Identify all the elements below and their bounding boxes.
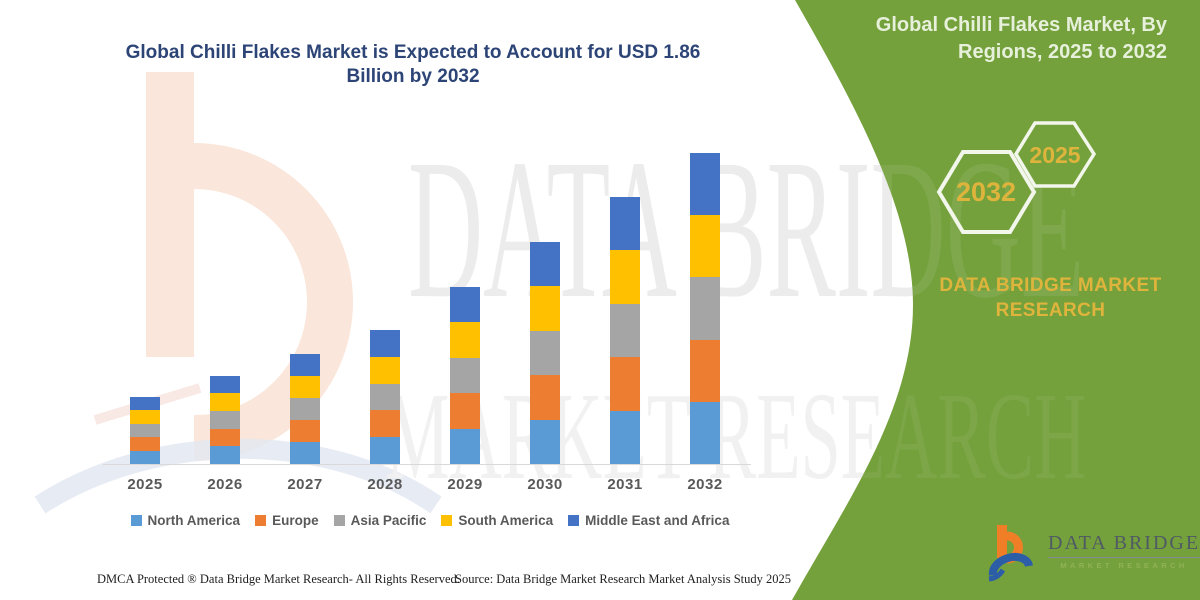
legend-item-north-america: North America <box>130 513 241 528</box>
x-axis-line <box>103 464 751 465</box>
bar-segment-europe <box>370 410 400 438</box>
bar-segment-asia-pacific <box>130 423 160 438</box>
hexagon-2025-label: 2025 <box>1029 142 1080 168</box>
legend-item-asia-pacific: Asia Pacific <box>333 513 427 528</box>
bar-segment-asia-pacific <box>530 330 560 375</box>
bar-segment-north-america <box>450 428 480 464</box>
bar-2028 <box>370 330 400 464</box>
x-axis-label-2027: 2027 <box>287 476 323 493</box>
legend-item-europe: Europe <box>255 513 319 528</box>
bar-segment-asia-pacific <box>290 397 320 420</box>
page-title-line2: Billion by 2032 <box>346 66 480 87</box>
brand-text-line1: DATA BRIDGE MARKET <box>939 275 1162 296</box>
legend-label: South America <box>458 513 554 528</box>
bar-segment-middle-east-and-africa <box>610 196 640 250</box>
bar-segment-asia-pacific <box>210 410 240 429</box>
bar-segment-middle-east-and-africa <box>210 375 240 394</box>
x-axis-label-2030: 2030 <box>527 476 563 493</box>
bar-segment-south-america <box>450 322 480 358</box>
bar-segment-middle-east-and-africa <box>450 287 480 323</box>
bar-segment-middle-east-and-africa <box>530 241 560 286</box>
right-panel-heading: Global Chilli Flakes Market, By Regions,… <box>837 12 1167 66</box>
bar-segment-asia-pacific <box>610 303 640 357</box>
footer-source-text: Source: Data Bridge Market Research Mark… <box>455 572 792 586</box>
legend-item-south-america: South America <box>441 513 553 528</box>
bar-segment-asia-pacific <box>450 357 480 394</box>
hexagon-2032-label: 2032 <box>956 177 1016 207</box>
bar-segment-south-america <box>290 375 320 398</box>
legend-label: North America <box>147 513 241 528</box>
bar-segment-south-america <box>530 286 560 331</box>
footer-dmca-text: DMCA Protected ® Data Bridge Market Rese… <box>97 572 460 586</box>
bar-segment-europe <box>610 357 640 411</box>
x-axis-label-2028: 2028 <box>367 476 403 493</box>
bar-segment-south-america <box>370 356 400 384</box>
x-axis-label-2026: 2026 <box>207 476 243 493</box>
bar-segment-north-america <box>370 437 400 464</box>
legend-swatch <box>568 515 580 526</box>
hexagon-2032: 2032 <box>936 150 1037 234</box>
legend-swatch <box>130 515 142 526</box>
bar-2032 <box>690 153 720 464</box>
data-bridge-logo-icon <box>988 525 1033 582</box>
bar-2027 <box>290 353 320 464</box>
legend-swatch <box>255 515 267 526</box>
bar-segment-middle-east-and-africa <box>290 353 320 376</box>
bar-segment-north-america <box>290 441 320 464</box>
x-axis-label-2031: 2031 <box>607 476 643 493</box>
bar-2025 <box>130 397 160 464</box>
legend-label: Europe <box>272 513 319 528</box>
bar-segment-middle-east-and-africa <box>370 330 400 357</box>
bar-segment-europe <box>210 428 240 447</box>
legend-swatch <box>333 515 345 526</box>
hexagon-2025: 2025 <box>1013 121 1097 188</box>
right-heading-line1: Global Chilli Flakes Market, By <box>875 14 1167 36</box>
brand-text-line2: RESEARCH <box>995 300 1106 321</box>
bar-segment-south-america <box>210 393 240 411</box>
green-panel <box>792 0 1200 600</box>
x-axis-label-2032: 2032 <box>687 476 723 493</box>
bar-segment-north-america <box>690 401 720 464</box>
bar-segment-asia-pacific <box>370 383 400 411</box>
bar-segment-north-america <box>530 419 560 464</box>
logo-text-block: DATA BRIDGE MARKET RESEARCH <box>1048 523 1200 570</box>
chart-legend: North America Europe Asia Pacific South Ame… <box>95 513 765 528</box>
bar-segment-south-america <box>610 250 640 304</box>
bar-segment-south-america <box>130 410 160 424</box>
bar-2030 <box>530 241 560 464</box>
bar-segment-europe <box>130 437 160 451</box>
x-axis-label-2029: 2029 <box>447 476 483 493</box>
page-title-line1: Global Chilli Flakes Market is Expected … <box>125 42 701 63</box>
bar-segment-europe <box>530 375 560 420</box>
bar-segment-middle-east-and-africa <box>690 153 720 216</box>
bar-segment-north-america <box>610 410 640 464</box>
logo-subtitle: MARKET RESEARCH <box>1060 561 1188 570</box>
bar-segment-europe <box>290 419 320 442</box>
legend-item-middle-east-and-africa: Middle East and Africa <box>568 513 729 528</box>
data-bridge-logo: DATA BRIDGE MARKET RESEARCH <box>985 523 1200 583</box>
bar-2029 <box>450 287 480 464</box>
brand-text: DATA BRIDGE MARKET RESEARCH <box>928 273 1173 323</box>
page-title: Global Chilli Flakes Market is Expected … <box>88 41 738 89</box>
logo-name: DATA BRIDGE <box>1048 532 1200 558</box>
x-axis-label-2025: 2025 <box>127 476 163 493</box>
bar-segment-north-america <box>210 446 240 464</box>
bar-segment-middle-east-and-africa <box>130 397 160 411</box>
bar-segment-asia-pacific <box>690 277 720 340</box>
legend-label: Middle East and Africa <box>585 513 730 528</box>
legend-swatch <box>441 515 453 526</box>
legend-label: Asia Pacific <box>350 513 427 528</box>
bar-segment-europe <box>690 339 720 402</box>
bar-2031 <box>610 196 640 464</box>
bar-segment-europe <box>450 393 480 429</box>
bar-segment-north-america <box>130 450 160 464</box>
right-heading-line2: Regions, 2025 to 2032 <box>958 41 1167 63</box>
bar-2026 <box>210 375 240 464</box>
bar-segment-south-america <box>690 215 720 278</box>
